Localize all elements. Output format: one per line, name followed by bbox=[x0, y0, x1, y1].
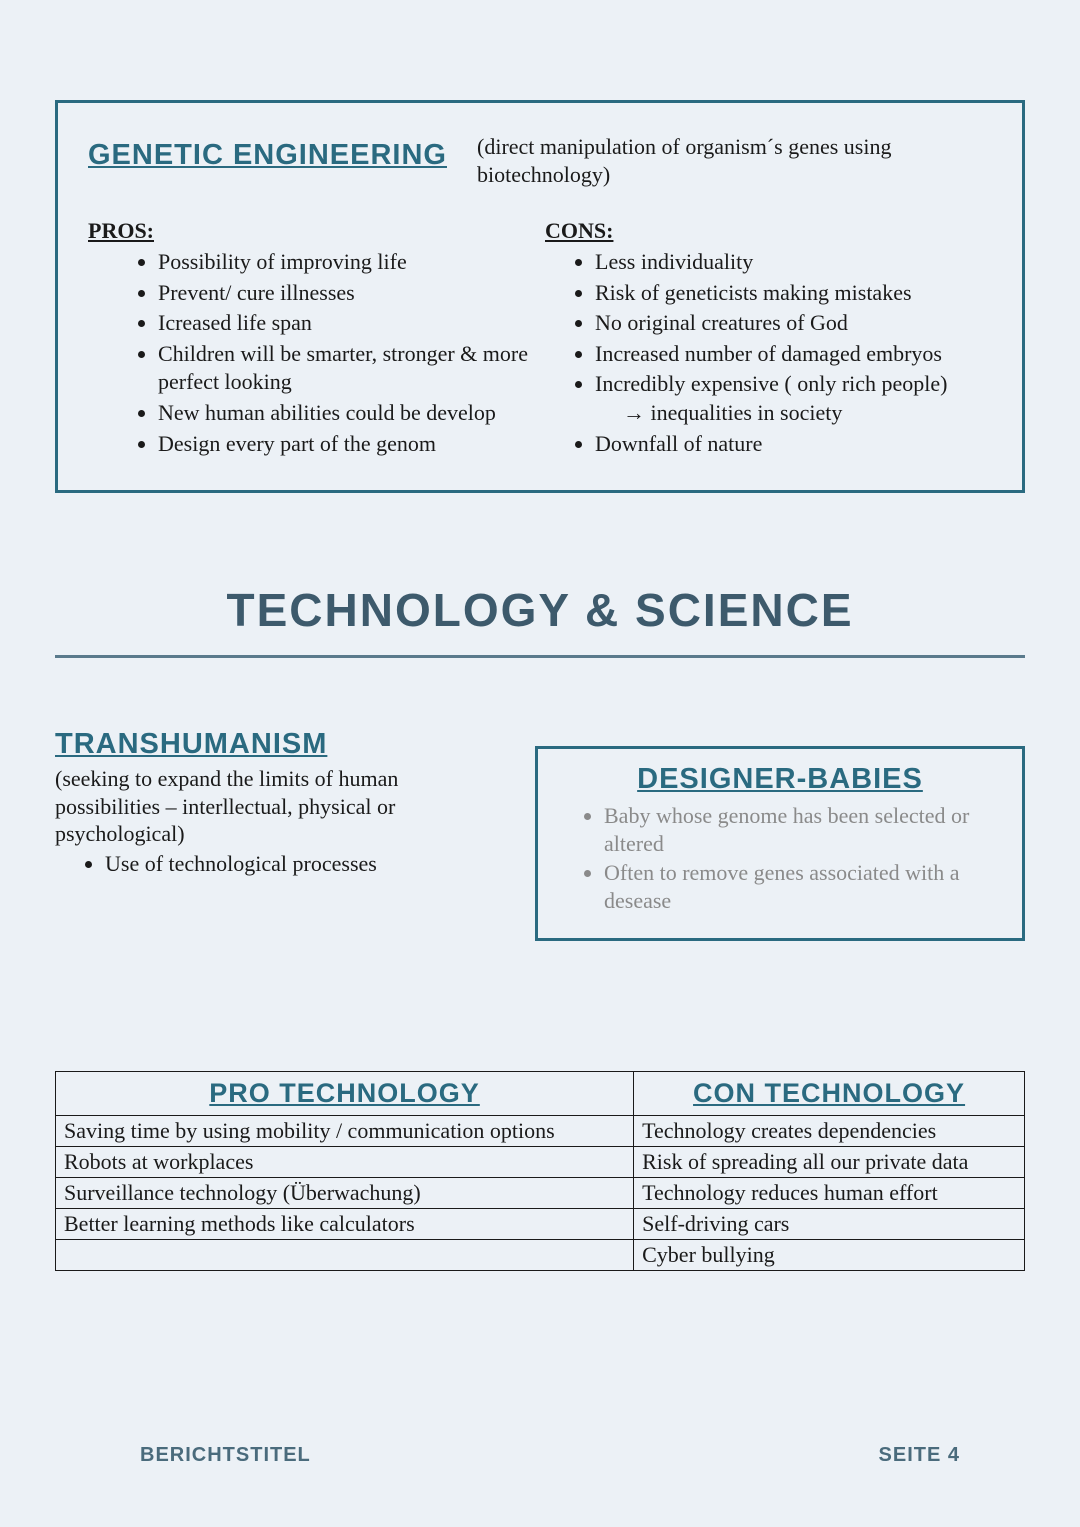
table-row: Surveillance technology (Überwachung) Te… bbox=[56, 1178, 1025, 1209]
table-cell: Better learning methods like calculators bbox=[56, 1209, 634, 1240]
transhumanism-title: TRANSHUMANISM bbox=[55, 728, 495, 761]
list-item: Incredibly expensive ( only rich people)… bbox=[595, 370, 992, 427]
list-item: Risk of geneticists making mistakes bbox=[595, 279, 992, 308]
table-cell: Surveillance technology (Überwachung) bbox=[56, 1178, 634, 1209]
list-item: Less individuality bbox=[595, 248, 992, 277]
table-cell: Saving time by using mobility / communic… bbox=[56, 1116, 634, 1147]
cons-sub-arrow: → inequalities in society bbox=[595, 399, 992, 428]
list-item: No original creatures of God bbox=[595, 309, 992, 338]
genetic-engineering-title: GENETIC ENGINEERING bbox=[88, 139, 447, 172]
list-item: Baby whose genome has been selected or a… bbox=[604, 802, 1000, 857]
footer-right: SEITE 4 bbox=[879, 1444, 960, 1467]
list-item: Downfall of nature bbox=[595, 430, 992, 459]
list-item: Often to remove genes associated with a … bbox=[604, 859, 1000, 914]
list-item: New human abilities could be develop bbox=[158, 399, 535, 428]
main-rule bbox=[55, 655, 1025, 658]
technology-table: PRO TECHNOLOGY CON TECHNOLOGY Saving tim… bbox=[55, 1071, 1025, 1271]
table-row: Cyber bullying bbox=[56, 1240, 1025, 1271]
footer-left: BERICHTSTITEL bbox=[140, 1444, 311, 1467]
list-item: Design every part of the genom bbox=[158, 430, 535, 459]
cons-column: CONS: Less individuality Risk of genetic… bbox=[545, 218, 992, 460]
list-item: Icreased life span bbox=[158, 309, 535, 338]
genetic-engineering-box: GENETIC ENGINEERING (direct manipulation… bbox=[55, 100, 1025, 493]
table-cell: Risk of spreading all our private data bbox=[634, 1147, 1025, 1178]
designer-babies-title: DESIGNER-BABIES bbox=[560, 763, 1000, 796]
table-cell: Self-driving cars bbox=[634, 1209, 1025, 1240]
pros-column: PROS: Possibility of improving life Prev… bbox=[88, 218, 535, 460]
pros-list: Possibility of improving life Prevent/ c… bbox=[88, 248, 535, 458]
table-cell: Technology creates dependencies bbox=[634, 1116, 1025, 1147]
table-cell bbox=[56, 1240, 634, 1271]
designer-babies-list: Baby whose genome has been selected or a… bbox=[560, 802, 1000, 914]
ge-body: PROS: Possibility of improving life Prev… bbox=[88, 218, 992, 460]
pro-technology-header: PRO TECHNOLOGY bbox=[56, 1072, 634, 1116]
table-row: Better learning methods like calculators… bbox=[56, 1209, 1025, 1240]
cons-list: Less individuality Risk of geneticists m… bbox=[545, 248, 992, 458]
table-row: Saving time by using mobility / communic… bbox=[56, 1116, 1025, 1147]
transhumanism-definition: (seeking to expand the limits of human p… bbox=[55, 765, 495, 848]
ge-top-row: GENETIC ENGINEERING (direct manipulation… bbox=[88, 133, 992, 188]
genetic-engineering-definition: (direct manipulation of organism´s genes… bbox=[477, 133, 992, 188]
table-header-row: PRO TECHNOLOGY CON TECHNOLOGY bbox=[56, 1072, 1025, 1116]
mid-row: TRANSHUMANISM (seeking to expand the lim… bbox=[55, 728, 1025, 941]
table-cell: Robots at workplaces bbox=[56, 1147, 634, 1178]
list-item-text: Incredibly expensive ( only rich people) bbox=[595, 371, 947, 396]
pros-heading: PROS: bbox=[88, 218, 535, 244]
table-cell: Technology reduces human effort bbox=[634, 1178, 1025, 1209]
list-item: Children will be smarter, stronger & mor… bbox=[158, 340, 535, 397]
list-item: Use of technological processes bbox=[105, 850, 495, 879]
footer: BERICHTSTITEL SEITE 4 bbox=[0, 1444, 1080, 1467]
transhumanism-col: TRANSHUMANISM (seeking to expand the lim… bbox=[55, 728, 495, 878]
list-item: Increased number of damaged embryos bbox=[595, 340, 992, 369]
list-item: Prevent/ cure illnesses bbox=[158, 279, 535, 308]
list-item: Possibility of improving life bbox=[158, 248, 535, 277]
page: GENETIC ENGINEERING (direct manipulation… bbox=[0, 0, 1080, 1271]
cons-heading: CONS: bbox=[545, 218, 992, 244]
main-title: TECHNOLOGY & SCIENCE bbox=[55, 583, 1025, 637]
table-cell: Cyber bullying bbox=[634, 1240, 1025, 1271]
table-row: Robots at workplaces Risk of spreading a… bbox=[56, 1147, 1025, 1178]
con-technology-header: CON TECHNOLOGY bbox=[634, 1072, 1025, 1116]
designer-babies-box: DESIGNER-BABIES Baby whose genome has be… bbox=[535, 746, 1025, 941]
transhumanism-list: Use of technological processes bbox=[55, 850, 495, 879]
